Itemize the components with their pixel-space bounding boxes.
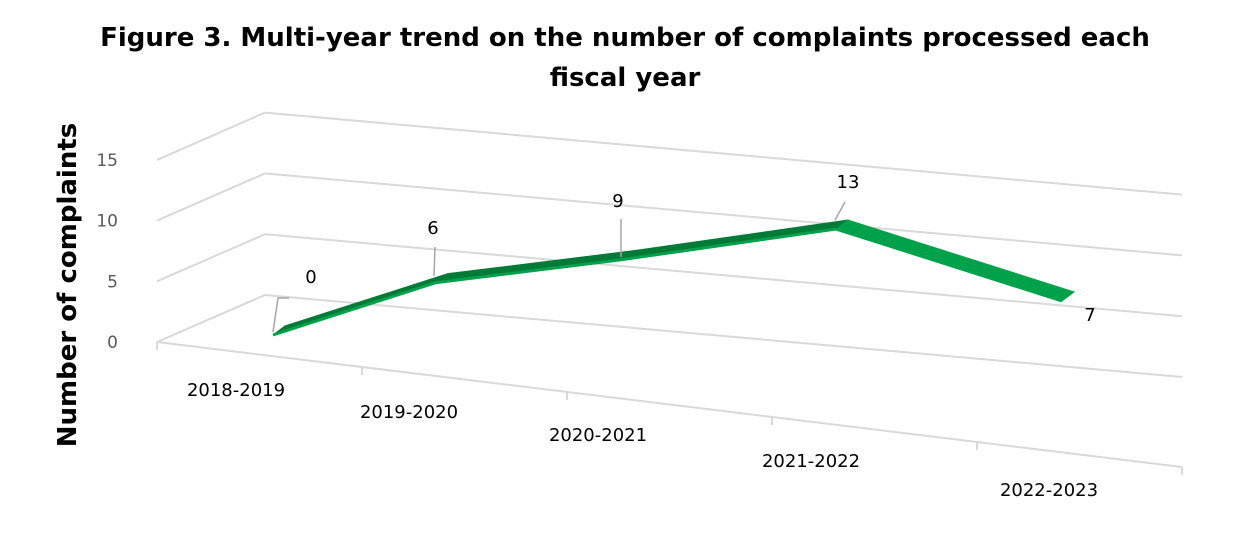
- data-labels: 0 6 9 13 7: [272, 172, 1096, 333]
- data-label-2021-2022: 13: [837, 172, 860, 193]
- data-label-2022-2023: 7: [1084, 305, 1095, 326]
- gridline-side-10: [156, 172, 266, 222]
- data-label-2020-2021: 9: [612, 191, 623, 212]
- gridline-back-5: [264, 233, 1183, 318]
- x-category-label: 2019-2020: [360, 402, 458, 423]
- gridline-back-15: [264, 111, 1183, 196]
- y-tick-label: 10: [96, 212, 118, 232]
- chart-title: Figure 3. Multi-year trend on the number…: [0, 18, 1250, 98]
- y-tick-label: 15: [96, 151, 118, 171]
- y-tick-label: 0: [107, 333, 118, 353]
- gridlines: [156, 111, 1183, 475]
- data-label-leader: [433, 246, 436, 277]
- y-axis-ticks: 0 5 10 15: [96, 151, 118, 353]
- x-category-label: 2021-2022: [762, 451, 860, 472]
- data-label-leader: [272, 297, 289, 333]
- gridline-side-5: [156, 233, 266, 283]
- data-label-2018-2019: 0: [305, 267, 316, 288]
- gridline-side-0: [156, 294, 266, 343]
- chart-title-line-1: Figure 3. Multi-year trend on the number…: [100, 23, 1150, 53]
- x-category-label: 2022-2023: [1000, 480, 1098, 501]
- data-label-2019-2020: 6: [427, 218, 438, 239]
- gridline-back-0: [264, 294, 1183, 378]
- x-axis-categories: 2018-2019 2019-2020 2020-2021 2021-2022 2022…: [187, 380, 1098, 501]
- chart-title-line-2: fiscal year: [549, 63, 701, 93]
- y-axis-title: Number of complaints: [53, 123, 83, 447]
- y-tick-label: 5: [107, 272, 118, 292]
- x-category-label: 2020-2021: [549, 425, 647, 446]
- gridline-back-10: [264, 172, 1183, 257]
- gridline-side-15: [156, 111, 266, 161]
- x-category-label: 2018-2019: [187, 380, 285, 401]
- data-label-leader: [834, 201, 846, 221]
- floor-front-edge: [156, 341, 1183, 468]
- series-complaints: [272, 219, 1076, 337]
- ribbon-front-edge: [272, 227, 1063, 337]
